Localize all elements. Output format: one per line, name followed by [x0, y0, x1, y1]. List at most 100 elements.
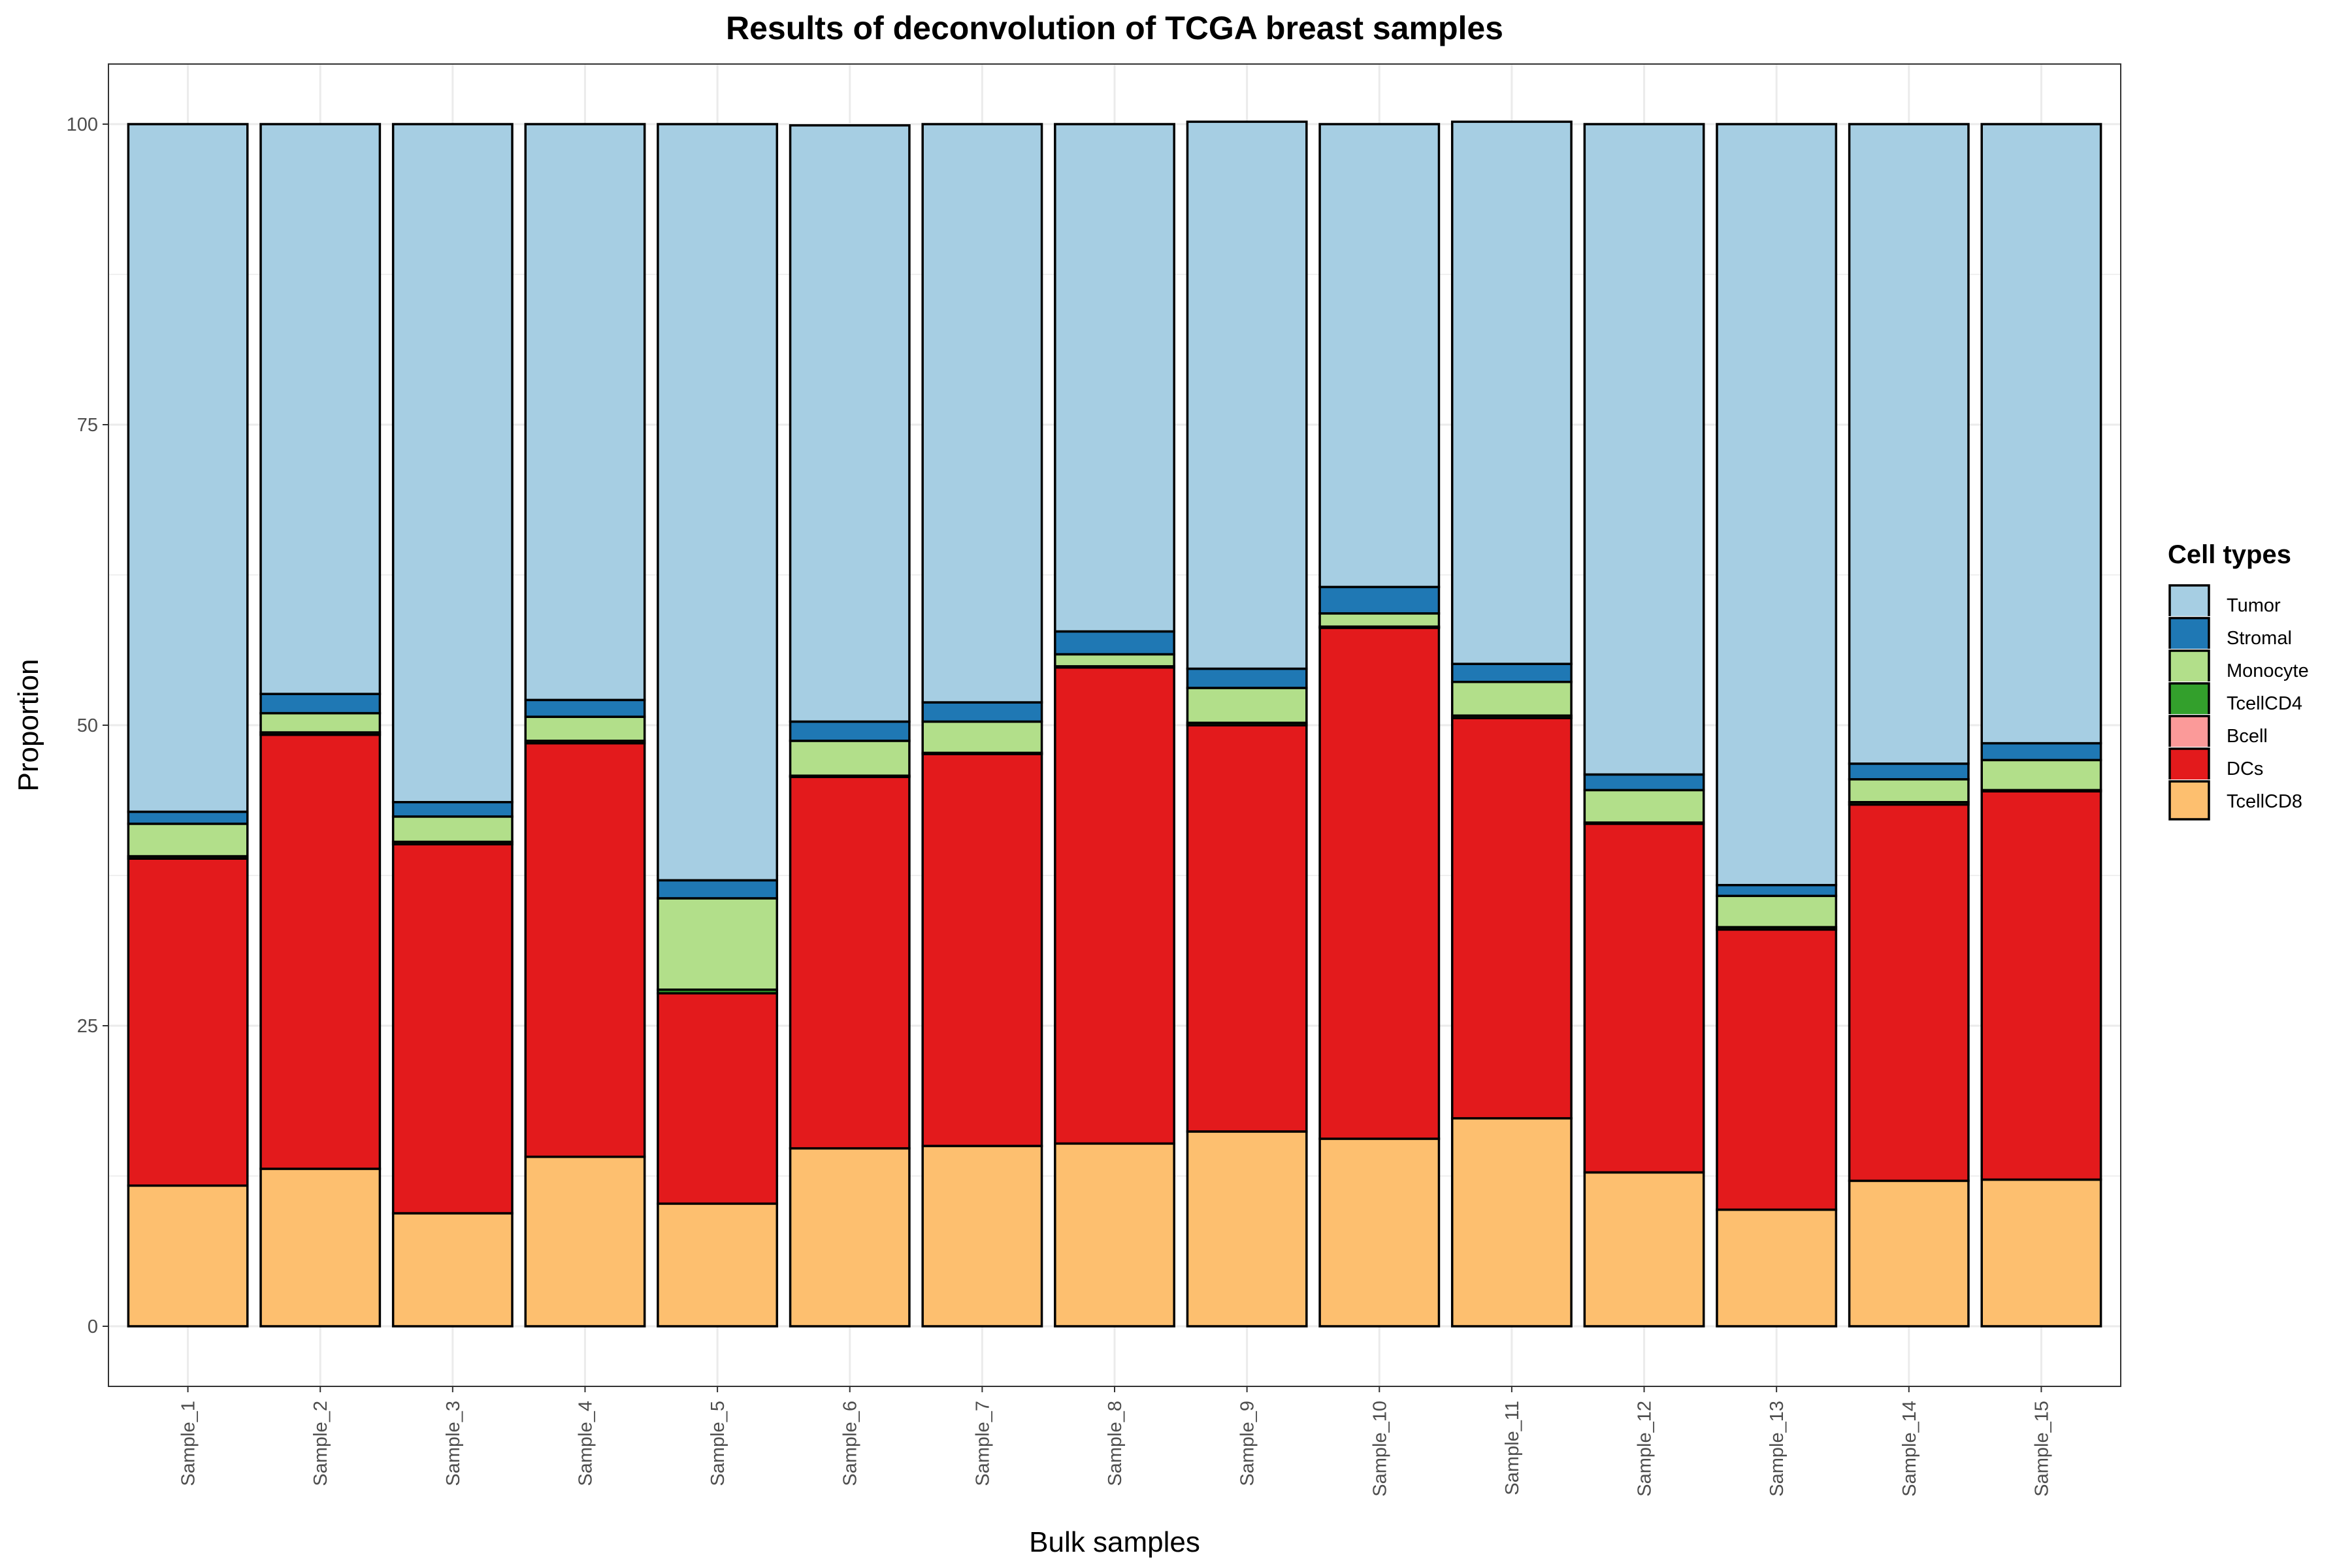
- x-tick-label: Sample_9: [1237, 1401, 1258, 1486]
- bar-segment: [1318, 612, 1441, 628]
- bar-segment: [789, 740, 911, 777]
- bar-segment: [391, 843, 514, 1215]
- y-axis-title: Proportion: [12, 659, 44, 791]
- bar-segment: [1848, 803, 1970, 1183]
- bar-segment: [524, 715, 646, 742]
- bar-segment: [1450, 717, 1573, 1120]
- bar-segment: [391, 123, 514, 804]
- bar-segment: [1186, 687, 1308, 725]
- bar-segment: [789, 776, 911, 1150]
- x-tick-label: Sample_4: [575, 1401, 596, 1486]
- legend-label: Tumor: [2227, 595, 2281, 616]
- bar-segment: [1980, 742, 2102, 762]
- bar-segment: [127, 823, 249, 858]
- bar-segment: [1583, 123, 1705, 776]
- bar-segment: [1716, 928, 1838, 1211]
- bar-segment: [1186, 667, 1308, 689]
- legend-label: TcellCD8: [2227, 791, 2302, 812]
- bar-segment: [1318, 123, 1441, 589]
- legend-label: TcellCD4: [2227, 693, 2302, 714]
- bar-segment: [259, 733, 382, 1170]
- bar-segment: [1186, 724, 1308, 1133]
- bar-segment: [921, 701, 1043, 723]
- bar-segment: [789, 1147, 911, 1328]
- x-tick-label: Sample_6: [840, 1401, 861, 1486]
- bar-segment: [1054, 666, 1175, 1145]
- bar-segment: [657, 1202, 779, 1328]
- bars: [127, 120, 2102, 1328]
- bar-segment: [259, 711, 382, 734]
- bar-segment: [1186, 120, 1308, 670]
- bar-segment: [921, 753, 1043, 1147]
- x-tick-label: Sample_13: [1767, 1401, 1788, 1497]
- legend-label: DCs: [2227, 759, 2263, 779]
- bar-segment: [259, 123, 382, 695]
- bar-segment: [657, 879, 779, 900]
- x-tick-label: Sample_11: [1502, 1401, 1523, 1495]
- legend-title: Cell types: [2168, 540, 2291, 569]
- bar-segment: [524, 123, 646, 702]
- bar-segment: [1716, 123, 1838, 887]
- bar-segment: [1848, 778, 1970, 804]
- x-tick-label: Sample_15: [2031, 1401, 2052, 1497]
- bar-segment: [657, 897, 779, 991]
- bar-segment: [1450, 120, 1573, 665]
- bar-segment: [1716, 894, 1838, 928]
- bar-segment: [259, 1168, 382, 1328]
- bar-segment: [259, 693, 382, 715]
- x-tick-label: Sample_2: [310, 1401, 331, 1486]
- bar-segment: [789, 124, 911, 723]
- y-axis: 0 25 50 75 100: [67, 114, 108, 1337]
- legend-label: Bcell: [2227, 726, 2268, 747]
- bar-segment: [524, 698, 646, 718]
- y-tick-label: 0: [88, 1316, 98, 1337]
- bar-segment: [1318, 585, 1441, 615]
- bar-segment: [1450, 662, 1573, 683]
- bar-segment: [1318, 1137, 1441, 1328]
- x-tick-label: Sample_1: [178, 1401, 199, 1486]
- bar-segment: [1583, 1171, 1705, 1328]
- bar-segment: [657, 992, 779, 1205]
- bar-segment: [1980, 759, 2102, 792]
- bar-segment: [1583, 773, 1705, 792]
- bar-segment: [524, 742, 646, 1158]
- bar-segment: [1848, 762, 1970, 781]
- bar-segment: [524, 1155, 646, 1328]
- bar-segment: [1583, 823, 1705, 1174]
- bar-segment: [391, 1212, 514, 1328]
- legend-label: Monocyte: [2227, 661, 2309, 681]
- bar-segment: [1980, 790, 2102, 1181]
- x-axis-title: Bulk samples: [1029, 1526, 1200, 1558]
- bar-segment: [1186, 1130, 1308, 1328]
- legend-label: Stromal: [2227, 628, 2292, 649]
- x-tick-label: Sample_3: [443, 1401, 464, 1486]
- bar-segment: [1583, 789, 1705, 824]
- x-axis: Sample_1 Sample_2 Sample_3 Sample_4 Sample_5…: [178, 1386, 2052, 1497]
- bar-segment: [789, 720, 911, 742]
- legend: Cell types Tumor Stromal Monocyte TcellCD4 B…: [2168, 540, 2309, 821]
- bar-segment: [1054, 630, 1175, 656]
- x-tick-label: Sample_14: [1899, 1401, 1920, 1497]
- bar-segment: [127, 857, 249, 1187]
- bar-segment: [1450, 681, 1573, 717]
- bar-segment: [1848, 123, 1970, 765]
- chart-title: Results of deconvolution of TCGA breast …: [726, 10, 1503, 46]
- bar-segment: [1980, 123, 2102, 745]
- x-tick-label: Sample_10: [1369, 1401, 1390, 1497]
- bar-segment: [1716, 883, 1838, 898]
- bar-segment: [1848, 1179, 1970, 1328]
- bar-segment: [127, 123, 249, 813]
- y-tick-label: 50: [77, 715, 98, 736]
- bar-segment: [127, 810, 249, 825]
- x-tick-label: Sample_12: [1635, 1401, 1656, 1497]
- bar-segment: [1450, 1117, 1573, 1328]
- x-tick-label: Sample_8: [1105, 1401, 1126, 1486]
- bar-segment: [921, 720, 1043, 755]
- legend-swatch: [2168, 780, 2210, 821]
- bar-segment: [1054, 653, 1175, 668]
- bar-segment: [391, 801, 514, 818]
- bar-segment: [1716, 1208, 1838, 1328]
- bar-segment: [1054, 1142, 1175, 1328]
- bar-segment: [657, 123, 779, 882]
